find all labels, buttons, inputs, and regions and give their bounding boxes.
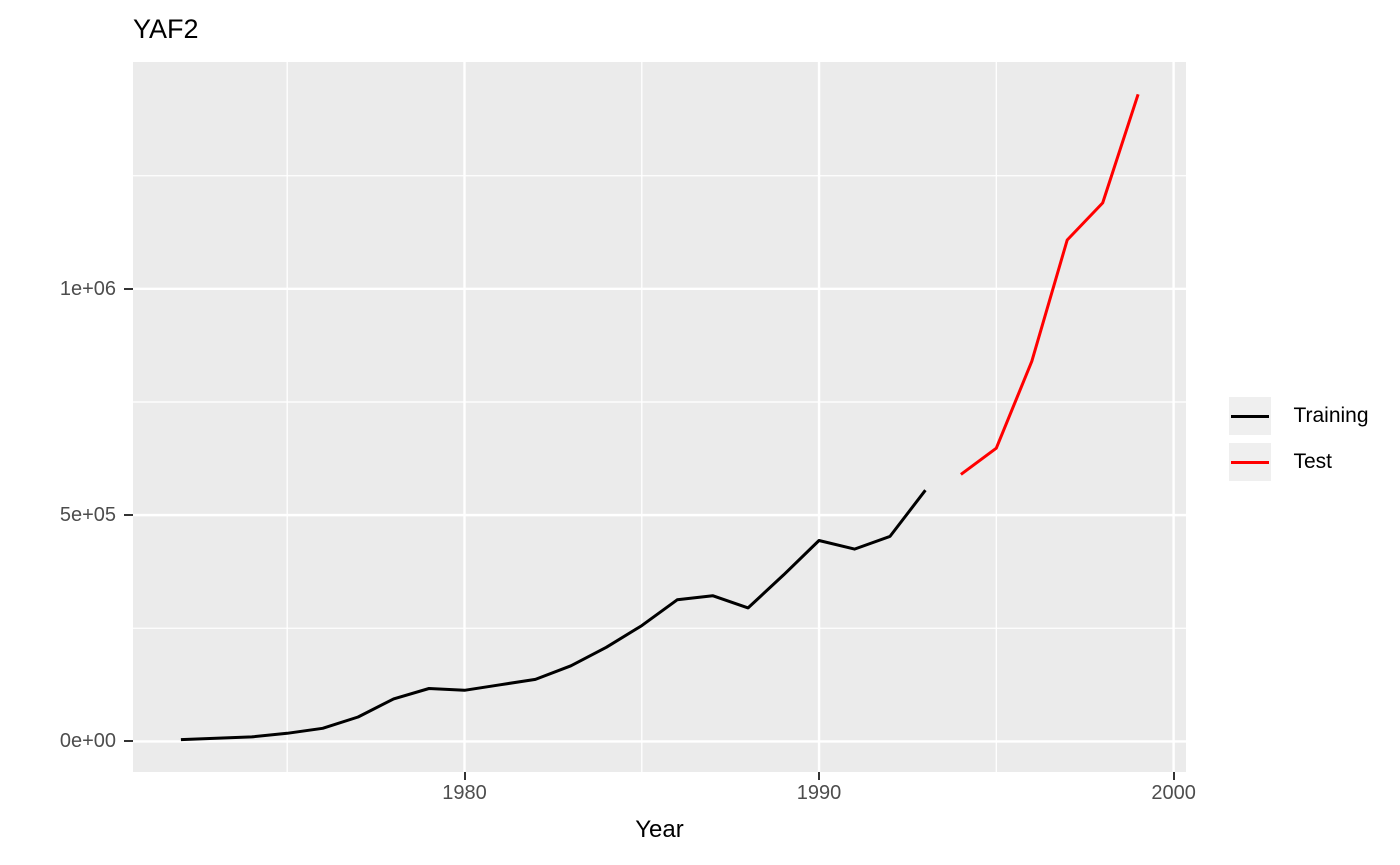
x-tick-label: 1990: [796, 782, 842, 804]
y-tick-label: 0e+00: [59, 730, 116, 753]
y-tick-mark: [124, 287, 133, 290]
plot-panel: [133, 62, 1186, 772]
x-tick-mark: [1172, 772, 1175, 780]
x-tick-mark: [818, 772, 821, 780]
x-tick-label: 2000: [1151, 782, 1196, 804]
training-line-sample-icon: [1231, 414, 1269, 418]
test-series-line: [960, 93, 1140, 476]
y-tick-mark: [124, 514, 133, 517]
legend-entry-training: Training: [1229, 397, 1369, 435]
legend-label-test: Test: [1293, 450, 1332, 473]
legend-label-training: Training: [1293, 404, 1369, 427]
plot-title: YAF2: [133, 14, 199, 44]
legend: Training Test: [1229, 397, 1369, 489]
x-axis-title: Year: [635, 816, 684, 843]
chart-canvas: [133, 62, 1186, 772]
y-tick-mark: [124, 740, 133, 743]
legend-key-training: [1229, 397, 1271, 435]
y-tick-label: 5e+05: [59, 504, 116, 527]
test-line-sample-icon: [1231, 460, 1269, 464]
training-series-line: [180, 489, 927, 742]
legend-key-test: [1229, 443, 1271, 481]
x-tick-label: 1980: [442, 782, 487, 804]
x-tick-mark: [463, 772, 466, 780]
legend-entry-test: Test: [1229, 443, 1369, 481]
y-tick-label: 1e+06: [59, 277, 116, 300]
